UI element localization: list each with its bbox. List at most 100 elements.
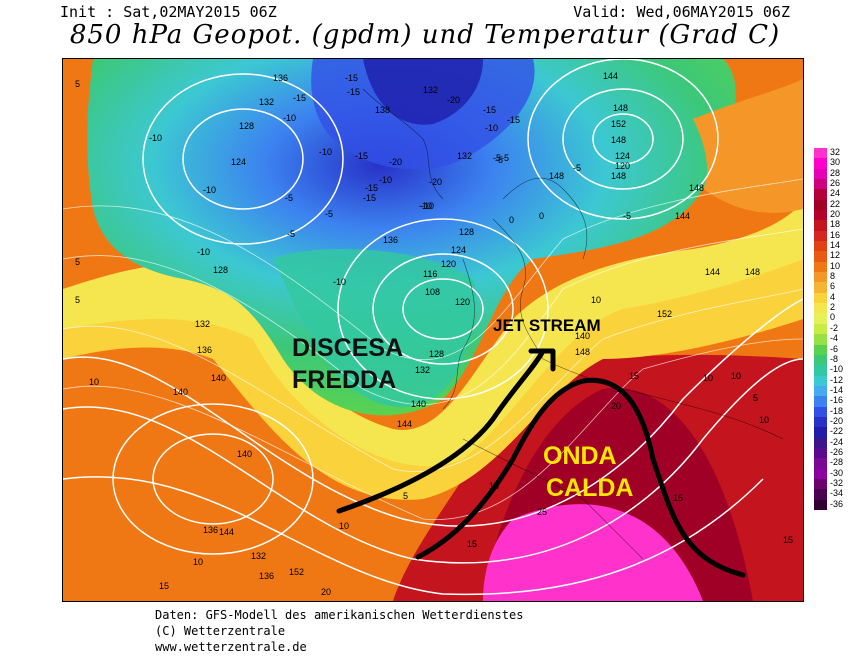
scale-label: -36 <box>830 498 844 509</box>
gp-label: 136 <box>259 571 274 581</box>
temp-label: -10 <box>197 247 210 257</box>
jet-arrow-head <box>528 348 556 372</box>
scale-label: -34 <box>830 488 844 499</box>
temp-label: 10 <box>193 557 203 567</box>
gp-label: 132 <box>415 365 430 375</box>
gp-label: 116 <box>423 269 437 279</box>
scale-swatch <box>814 489 827 501</box>
scale-swatch <box>814 468 827 480</box>
scale-label: -24 <box>830 436 844 447</box>
temperature-contours <box>63 178 803 520</box>
temp-label: -5 <box>623 211 631 221</box>
gp-label: 140 <box>575 331 590 341</box>
gp-label: 124 <box>451 245 466 255</box>
scale-swatch <box>814 478 827 490</box>
temp-label: 5 <box>75 79 80 89</box>
weather-map: 136 132 128 124 128 136 132 132 138 132 … <box>62 58 804 602</box>
temp-label: -15 <box>483 105 496 115</box>
scale-label: -4 <box>830 333 839 344</box>
scale-label: 32 <box>830 147 841 157</box>
scale-swatch <box>814 189 827 201</box>
scale-swatch <box>814 396 827 408</box>
scale-swatch <box>814 220 827 232</box>
temp-label: 20 <box>321 587 331 597</box>
scale-swatch <box>814 313 827 325</box>
geopotential-labels: 136 132 128 124 128 136 132 132 138 132 … <box>173 71 760 581</box>
temp-label: 0 <box>539 211 544 221</box>
scale-label: 6 <box>830 281 836 292</box>
scale-swatch <box>814 148 827 159</box>
temp-label: -15 <box>365 183 378 193</box>
scale-label: -32 <box>830 477 844 488</box>
gp-label: 140 <box>237 449 252 459</box>
gp-label: 136 <box>273 73 288 83</box>
annotation-calda: CALDA <box>546 474 634 502</box>
gp-label: 132 <box>259 97 274 107</box>
temp-label: -10 <box>149 133 162 143</box>
scale-label: 30 <box>830 157 841 168</box>
temp-label: -20 <box>429 177 442 187</box>
temp-label: 5 <box>753 393 758 403</box>
temp-label: -10 <box>283 113 296 123</box>
cold-airmass <box>87 59 736 416</box>
scale-swatch <box>814 303 827 314</box>
scale-label: -30 <box>830 467 844 478</box>
scale-label: -14 <box>830 384 844 395</box>
temp-label: -5 <box>495 155 503 165</box>
gp-label: 132 <box>195 319 210 329</box>
scale-label: 18 <box>830 219 841 230</box>
temp-label: 10 <box>591 295 601 305</box>
temp-label: 25 <box>537 507 547 517</box>
gp-label: 120 <box>455 297 470 307</box>
temp-label: 10 <box>703 373 713 383</box>
temp-label: 15 <box>783 535 793 545</box>
footer-website[interactable]: www.wetterzentrale.de <box>155 640 307 654</box>
scale-swatch <box>814 416 827 428</box>
scale-swatch <box>814 241 827 252</box>
scale-label: 14 <box>830 240 841 251</box>
temp-label: 15 <box>673 493 683 503</box>
temp-label: -15 <box>293 93 306 103</box>
gp-label: 152 <box>289 567 304 577</box>
yellow-band <box>63 209 803 500</box>
scale-label: -18 <box>830 405 844 416</box>
scale-swatch <box>814 344 827 356</box>
temp-label: -10 <box>203 185 216 195</box>
warm-wave-path <box>415 377 746 578</box>
gp-label: 148 <box>611 171 626 181</box>
scale-swatch <box>814 261 827 273</box>
jet-arrow-path <box>336 348 546 514</box>
scale-label: -10 <box>830 364 844 375</box>
gp-label: 108 <box>425 287 440 297</box>
scale-swatch <box>814 158 827 170</box>
temp-label: -15 <box>345 73 358 83</box>
temp-label: 5 <box>75 257 80 267</box>
temperature-color-scale <box>814 148 827 511</box>
annotation-discesa: DISCESA <box>292 334 404 362</box>
scale-label: -12 <box>830 374 844 385</box>
gp-label: 144 <box>397 419 412 429</box>
scale-label: -20 <box>830 415 844 426</box>
scale-swatch <box>814 168 827 180</box>
geopotential-contours <box>63 59 803 596</box>
temp-label: 10 <box>759 415 769 425</box>
scale-swatch <box>814 282 827 294</box>
gp-label: 140 <box>411 399 426 409</box>
scale-label: 0 <box>830 312 836 323</box>
gp-label: 120 <box>615 161 630 171</box>
scale-swatch <box>814 230 827 242</box>
scale-swatch <box>814 354 827 366</box>
scale-label: 10 <box>830 260 841 271</box>
temp-label: 10 <box>89 377 99 387</box>
temp-label: 20 <box>611 401 621 411</box>
temp-label: 5 <box>75 295 80 305</box>
gp-label: 148 <box>745 267 760 277</box>
gp-label: 128 <box>429 349 444 359</box>
gp-label: 140 <box>173 387 188 397</box>
scale-label: 28 <box>830 167 841 178</box>
extreme-hot-region <box>483 504 703 601</box>
temp-label: 15 <box>467 539 477 549</box>
annotation-fredda: FREDDA <box>292 366 397 394</box>
temp-label: 15 <box>159 581 169 591</box>
gp-label: 144 <box>675 211 690 221</box>
